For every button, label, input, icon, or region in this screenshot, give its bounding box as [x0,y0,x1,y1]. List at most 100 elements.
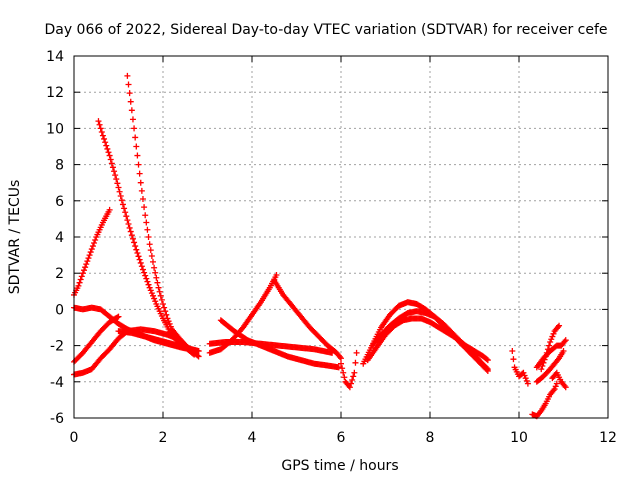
data-point [541,356,548,363]
data-point [521,372,528,379]
data-point [146,284,153,291]
data-point [81,267,88,274]
data-point [79,270,86,277]
data-point [115,184,122,191]
y-tick-label: 2 [55,266,64,282]
data-point [118,197,125,204]
data-point [547,338,554,345]
data-point [144,278,151,285]
data-point [98,129,105,136]
data-point [138,263,145,270]
data-point [522,375,529,382]
data-point [92,237,99,244]
data-point [139,266,146,273]
data-point [155,284,162,291]
data-point [124,72,131,79]
data-point [88,246,95,253]
data-point [520,369,527,376]
data-point [135,253,142,260]
data-point [126,90,133,97]
data-point [117,192,124,199]
data-point [335,364,342,371]
x-tick-label: 0 [70,430,79,446]
data-point [78,273,85,280]
data-point [167,323,174,330]
data-point [108,160,115,167]
data-point [125,221,132,228]
data-point [149,292,156,299]
y-tick-label: 0 [55,302,64,318]
data-point [112,172,119,179]
data-point [162,308,169,315]
data-point [125,81,132,88]
series-arc-17 [529,380,560,420]
data-point [95,118,102,125]
data-point [127,98,134,105]
data-point [123,213,130,220]
data-point [146,241,153,248]
y-tick-label: 10 [46,121,64,137]
data-point [542,353,549,360]
data-point [124,217,131,224]
data-point [111,168,118,175]
data-point [152,269,159,276]
series-arc-5 [71,313,122,365]
data-point [106,206,113,213]
data-point [147,287,154,294]
data-point [132,243,139,250]
data-point [546,342,553,349]
data-point [144,226,151,233]
data-point [550,330,557,337]
y-tick-label: 6 [55,194,64,210]
data-point [82,264,89,271]
data-point [105,149,112,156]
data-point [562,337,569,344]
data-point [353,349,360,356]
data-point [122,209,129,216]
data-point [131,239,138,246]
data-point [115,313,122,320]
data-point [128,232,135,239]
data-point [119,201,126,208]
data-point [114,314,121,321]
data-point [84,258,91,265]
x-tick-label: 8 [426,430,435,446]
data-point [137,259,144,266]
data-point [136,256,143,263]
data-point [85,255,92,262]
data-point [346,384,353,391]
chart-title: Day 066 of 2022, Sidereal Day-to-day VTE… [44,22,607,38]
series-arc-1 [71,206,113,298]
data-point [142,272,149,279]
data-point [352,359,359,366]
data-point [161,304,168,311]
data-point [136,170,143,177]
data-point [151,264,158,271]
data-point [544,346,551,353]
data-point [77,276,84,283]
series-arc-12 [338,349,360,391]
data-point [142,212,149,219]
data-point [483,364,490,371]
data-point [158,296,165,303]
data-point [126,224,133,231]
series-arc-11 [217,317,342,371]
data-point [163,311,170,318]
data-point [341,374,348,381]
data-point [133,143,140,150]
data-point [99,132,106,139]
data-point [104,145,111,152]
data-point [127,228,134,235]
data-point [145,281,152,288]
data-point [107,156,114,163]
data-point [153,274,160,281]
data-points [71,72,569,420]
data-point [133,246,140,253]
data-point [132,134,139,141]
data-point [195,348,202,355]
data-point [128,107,135,114]
data-point [556,322,563,329]
data-point [165,318,172,325]
data-point [129,235,136,242]
